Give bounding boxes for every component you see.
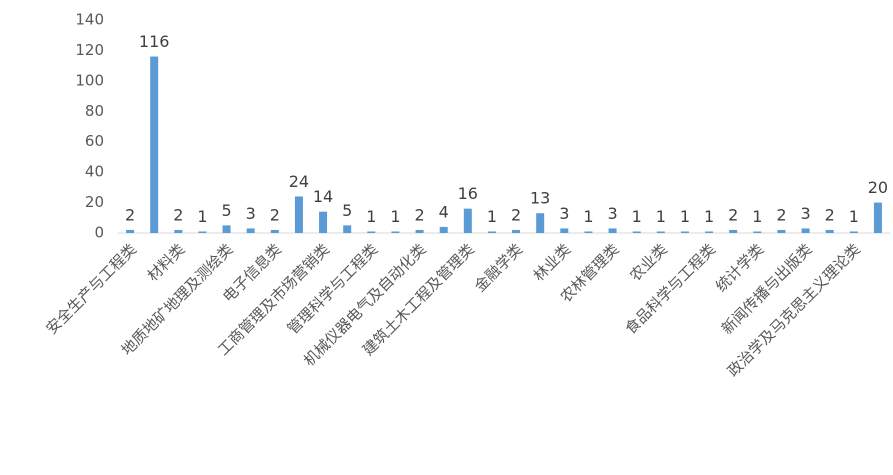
- y-tick-label: 120: [75, 41, 104, 59]
- bar: [801, 228, 810, 233]
- bar: [270, 229, 279, 233]
- data-label: 1: [656, 207, 666, 226]
- data-label: 16: [458, 184, 478, 203]
- bar: [198, 231, 207, 233]
- y-tick-label: 80: [85, 102, 104, 120]
- bar: [246, 228, 255, 233]
- data-label: 5: [342, 201, 352, 220]
- bar: [680, 231, 689, 233]
- data-label: 14: [313, 187, 333, 206]
- data-label: 5: [221, 201, 231, 220]
- y-tick-label: 140: [75, 11, 104, 29]
- bar: [777, 229, 786, 233]
- bar: [126, 229, 135, 233]
- data-label: 2: [270, 205, 280, 224]
- bar: [174, 229, 183, 233]
- data-label: 1: [197, 207, 207, 226]
- x-tick-label: 食品科学与工程类: [621, 240, 719, 338]
- x-tick-label: 林业类: [530, 240, 575, 285]
- y-tick-label: 0: [94, 224, 104, 242]
- bar: [222, 225, 231, 233]
- data-label: 1: [487, 207, 497, 226]
- data-label: 1: [752, 207, 762, 226]
- bar: [343, 225, 352, 233]
- y-tick-label: 60: [85, 132, 104, 150]
- data-label: 1: [680, 207, 690, 226]
- bar: [705, 231, 714, 233]
- y-tick-label: 20: [85, 193, 104, 211]
- data-label: 2: [511, 205, 521, 224]
- bar: [512, 229, 521, 233]
- bar: [463, 208, 472, 233]
- bar: [560, 228, 569, 233]
- bar: [608, 228, 617, 233]
- data-label: 20: [868, 178, 888, 197]
- bar: [294, 196, 303, 233]
- bar: [150, 56, 159, 234]
- data-label: 3: [607, 204, 617, 223]
- data-label: 24: [289, 172, 309, 191]
- data-label: 2: [776, 205, 786, 224]
- data-label: 2: [173, 205, 183, 224]
- bar: [825, 229, 834, 233]
- bar: [391, 231, 400, 233]
- data-label: 3: [246, 204, 256, 223]
- data-label: 1: [583, 207, 593, 226]
- data-label: 1: [390, 207, 400, 226]
- data-label: 116: [139, 32, 170, 51]
- bar: [849, 231, 858, 233]
- x-tick-label: 金融学类: [471, 240, 526, 295]
- data-label: 1: [632, 207, 642, 226]
- bar: [367, 231, 376, 233]
- bar: [632, 231, 641, 233]
- bar: [873, 202, 882, 233]
- y-tick-label: 100: [75, 71, 104, 89]
- bar: [584, 231, 593, 233]
- data-label: 1: [366, 207, 376, 226]
- bar: [729, 229, 738, 233]
- data-label: 2: [125, 205, 135, 224]
- data-label: 2: [825, 205, 835, 224]
- data-label: 3: [800, 204, 810, 223]
- bar: [439, 226, 448, 233]
- y-tick-label: 40: [85, 163, 104, 181]
- data-label: 1: [849, 207, 859, 226]
- data-label: 1: [704, 207, 714, 226]
- x-tick-label: 农业类: [626, 240, 671, 285]
- data-label: 3: [559, 204, 569, 223]
- data-label: 2: [728, 205, 738, 224]
- data-label: 2: [414, 205, 424, 224]
- bar: [656, 231, 665, 233]
- data-label: 4: [439, 202, 449, 221]
- bar: [753, 231, 762, 233]
- x-tick-label: 材料类: [144, 240, 189, 285]
- bar: [415, 229, 424, 233]
- x-tick-label: 安全生产与工程类: [42, 240, 140, 338]
- data-label: 13: [530, 189, 550, 208]
- bar: [319, 211, 328, 233]
- bar: [536, 213, 545, 233]
- bar: [487, 231, 496, 233]
